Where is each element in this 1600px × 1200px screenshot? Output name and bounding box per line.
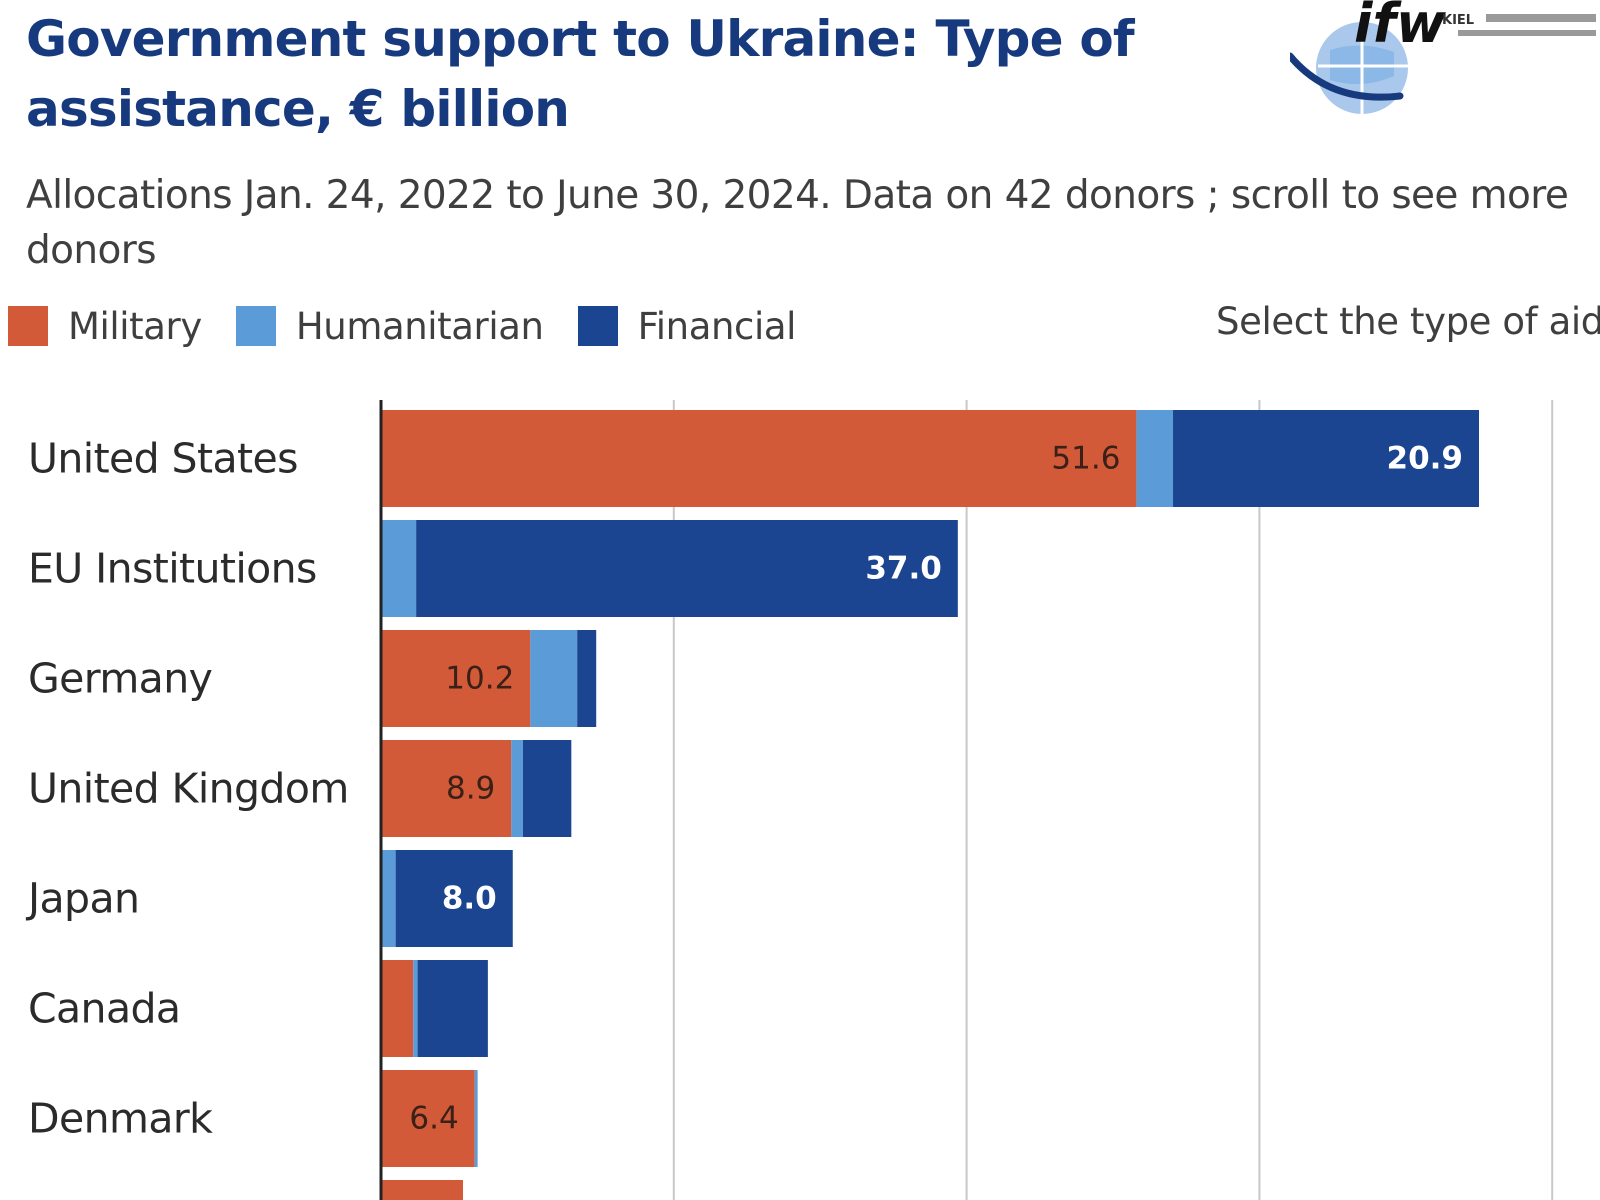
- data-label-united-states-military: 51.6: [1051, 441, 1120, 477]
- data-label-eu-institutions-financial: 37.0: [865, 551, 942, 587]
- bar-united-kingdom-military: [381, 740, 512, 837]
- bar-japan-humanitarian: [381, 850, 396, 947]
- bar-germany-financial: [577, 630, 597, 727]
- legend-swatch-military: [8, 306, 48, 346]
- bar-united-kingdom-financial: [523, 740, 572, 837]
- category-label-canada: Canada: [28, 985, 180, 1033]
- legend-label-financial: Financial: [637, 304, 797, 348]
- chart-title: Government support to Ukraine: Type of a…: [26, 10, 1135, 138]
- legend-swatch-humanitarian: [235, 306, 276, 346]
- legend-label-humanitarian: Humanitarian: [295, 304, 544, 348]
- logo-fine-print: [1458, 14, 1596, 36]
- bar-united-kingdom-humanitarian: [511, 740, 524, 837]
- bar-united-states-financial: [1173, 410, 1479, 507]
- bar-germany-military: [381, 630, 531, 727]
- bar-germany-humanitarian: [530, 630, 578, 727]
- bar-denmark-military: [381, 1070, 475, 1167]
- bar-chart: United States 51.6 20.9 EU Institutions 37.0…: [25, 400, 1554, 1200]
- bar-united-states-humanitarian: [1136, 410, 1174, 507]
- legend-label-military: Military: [68, 304, 202, 348]
- logo-small-text: KIEL: [1442, 13, 1474, 28]
- ifw-logo: ifw KIEL: [1290, 0, 1596, 114]
- category-label-germany: Germany: [28, 655, 213, 703]
- category-label-eu-institutions: EU Institutions: [28, 545, 317, 593]
- legend-item-military[interactable]: Military: [8, 305, 202, 348]
- bar-eu-institutions-humanitarian: [381, 520, 417, 617]
- legend-swatch-financial: [577, 306, 618, 346]
- bar-eu-institutions-financial: [416, 520, 958, 617]
- aid-type-selector[interactable]: Select the type of aid: [1216, 300, 1600, 343]
- data-label-denmark-military: 6.4: [409, 1101, 458, 1137]
- bar-united-states-military: [381, 410, 1137, 507]
- logo-wordmark: ifw: [1354, 0, 1447, 55]
- data-label-united-states-financial: 20.9: [1387, 441, 1464, 477]
- category-label-united-states: United States: [28, 435, 298, 483]
- data-label-japan-financial: 8.0: [442, 881, 497, 917]
- legend-item-financial[interactable]: Financial: [577, 304, 797, 348]
- category-label-japan: Japan: [25, 875, 139, 923]
- bar-canada-humanitarian: [413, 960, 418, 1057]
- chart-legend: Military Humanitarian Financial: [8, 304, 830, 348]
- bar-canada-military: [381, 960, 414, 1057]
- bar-denmark-humanitarian: [474, 1070, 478, 1167]
- data-label-germany-military: 10.2: [445, 661, 514, 697]
- globe-icon: [1290, 22, 1408, 114]
- category-label-united-kingdom: United Kingdom: [28, 765, 349, 813]
- bar-canada-financial: [417, 960, 488, 1057]
- chart-subtitle: Allocations Jan. 24, 2022 to June 30, 20…: [26, 173, 1569, 273]
- category-label-denmark: Denmark: [28, 1095, 213, 1143]
- data-label-united-kingdom-military: 8.9: [446, 771, 495, 807]
- bar-next-row-partial: [381, 1180, 463, 1200]
- bar-japan-financial: [395, 850, 513, 947]
- legend-item-humanitarian[interactable]: Humanitarian: [235, 304, 544, 348]
